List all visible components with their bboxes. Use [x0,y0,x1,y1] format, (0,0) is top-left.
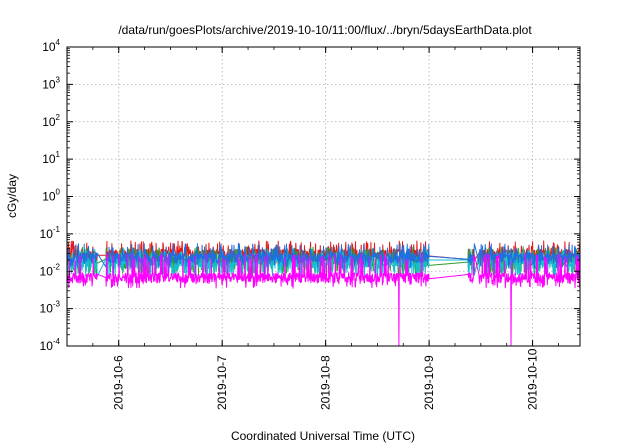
y-tick-label: 104 [42,38,60,54]
y-tick-label: 10-4 [40,337,61,353]
x-tick-label: 2019-10-9 [422,355,436,410]
chart-title: /data/run/goesPlots/archive/2019-10-10/1… [118,23,532,37]
series-line [66,253,581,347]
y-tick-label: 10-1 [40,225,61,241]
x-tick-label: 2019-10-6 [112,355,126,410]
y-tick-label: 100 [42,188,60,204]
x-tick-label: 2019-10-8 [319,355,333,410]
y-tick-label: 101 [42,150,60,166]
y-axis-label: cGy/day [5,174,19,218]
y-tick-label: 103 [42,75,60,91]
x-axis-label: Coordinated Universal Time (UTC) [231,429,415,443]
y-tick-label: 102 [42,113,60,129]
axis-ticks: 10-4 10-3 10-2 10-1 100 101 102 103 104 2019-10-6… [40,38,580,410]
y-tick-label: 10-2 [40,262,61,278]
x-tick-label: 2019-10-7 [215,355,229,410]
x-tick-label: 2019-10-10 [526,348,540,410]
grid-lines [67,47,580,346]
y-tick-label: 10-3 [40,300,61,316]
data-series [66,240,581,347]
